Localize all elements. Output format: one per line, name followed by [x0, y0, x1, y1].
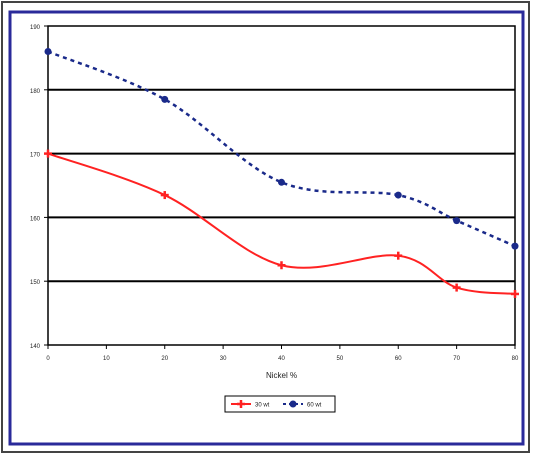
data-point-0-1 [160, 191, 169, 200]
x-tick-label: 0 [46, 356, 50, 362]
data-point-1-5 [511, 242, 519, 250]
x-tick-label: 20 [161, 356, 168, 362]
y-tick-label: 140 [30, 344, 41, 350]
data-point-0-4 [452, 283, 461, 292]
legend-marker-1 [289, 400, 297, 408]
x-tick-label: 40 [278, 356, 285, 362]
data-point-0-3 [394, 251, 403, 260]
legend-marker-0 [237, 400, 245, 408]
data-point-1-3 [394, 191, 402, 199]
data-point-1-1 [161, 95, 169, 103]
data-point-0-0 [44, 149, 52, 158]
y-tick-label: 160 [30, 216, 41, 222]
y-tick-label: 180 [30, 89, 41, 95]
y-tick-label: 150 [30, 280, 41, 286]
data-point-1-0 [44, 48, 52, 56]
x-tick-label: 30 [220, 356, 227, 362]
data-point-1-2 [278, 178, 285, 186]
x-tick-label: 60 [395, 356, 402, 362]
y-tick-label: 190 [30, 25, 41, 31]
legend-label-1: 60 wt [307, 403, 322, 409]
data-point-1-4 [453, 217, 461, 225]
legend-box [224, 395, 336, 413]
x-tick-label: 70 [453, 356, 460, 362]
x-tick-label: 10 [103, 356, 110, 362]
data-point-0-2 [277, 261, 286, 270]
x-axis-title: Nickel % [266, 371, 297, 380]
blue-border [8, 10, 525, 446]
x-tick-label: 50 [337, 356, 344, 362]
data-point-0-5 [511, 289, 519, 298]
legend-label-0: 30 wt [255, 403, 270, 409]
y-tick-label: 170 [30, 153, 41, 159]
x-tick-label: 80 [512, 356, 519, 362]
